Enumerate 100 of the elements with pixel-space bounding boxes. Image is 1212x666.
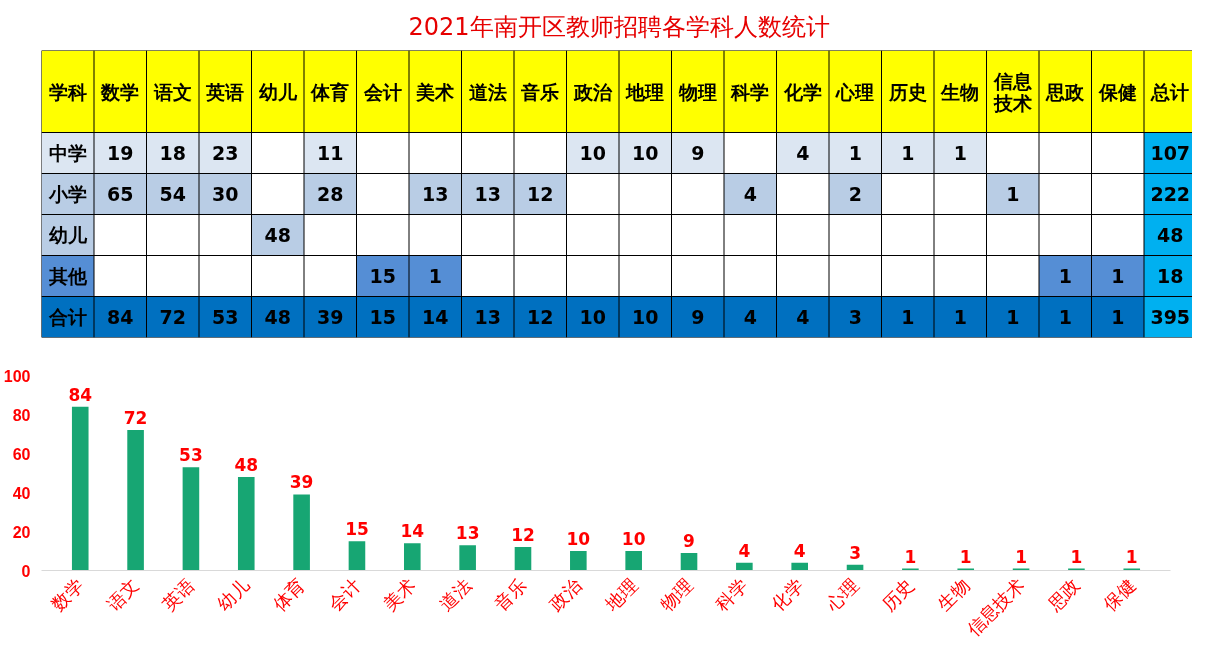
x-tick-label: 体育 bbox=[268, 574, 310, 615]
x-tick-label: 数学 bbox=[100, 80, 140, 103]
data-label: 1 bbox=[1111, 265, 1125, 287]
data-label: 23 bbox=[212, 142, 239, 164]
data-label: 54 bbox=[159, 183, 186, 205]
x-tick-label: 音乐 bbox=[490, 574, 531, 615]
data-label: 10 bbox=[579, 142, 606, 164]
x-tick-label: 会计 bbox=[362, 80, 402, 103]
data-label: 1 bbox=[1006, 183, 1020, 205]
data-label: 10 bbox=[566, 529, 591, 549]
y-tick-label: 40 bbox=[12, 484, 31, 502]
x-tick-label: 美术 bbox=[415, 80, 455, 103]
x-tick-label: 幼儿 bbox=[258, 80, 298, 103]
data-label: 18 bbox=[159, 142, 186, 164]
data-label: 13 bbox=[474, 306, 501, 328]
x-tick-label: 数学 bbox=[47, 574, 88, 615]
x-tick-label: 道法 bbox=[434, 574, 476, 615]
x-tick-label: 政治 bbox=[572, 80, 613, 103]
data-label: 4 bbox=[796, 142, 810, 164]
x-tick-label: 化学 bbox=[766, 574, 808, 615]
y-tick-label: 小学 bbox=[47, 183, 87, 205]
data-label: 4 bbox=[793, 540, 806, 561]
y-tick-label: 100 bbox=[3, 367, 31, 385]
data-label: 39 bbox=[289, 472, 314, 493]
x-tick-label: 心理 bbox=[835, 80, 875, 103]
data-label: 4 bbox=[738, 540, 751, 561]
data-label: 39 bbox=[317, 306, 344, 328]
x-tick-label: 思政 bbox=[1042, 574, 1084, 616]
chart-title: 2021年南开区教师招聘各学科人数统计 bbox=[408, 12, 830, 41]
data-label: 1 bbox=[1125, 546, 1138, 567]
data-label: 1 bbox=[953, 142, 967, 164]
data-label: 1 bbox=[901, 142, 915, 164]
data-label: 4 bbox=[796, 306, 810, 328]
data-label: 84 bbox=[107, 306, 134, 328]
x-tick-label: 化学 bbox=[782, 80, 822, 103]
x-tick-label: 历史 bbox=[877, 574, 918, 615]
x-tick-label: 物理 bbox=[656, 574, 697, 615]
data-label: 13 bbox=[455, 523, 480, 544]
y-tick-label: 0 bbox=[21, 562, 31, 580]
x-tick-label: 保健 bbox=[1097, 80, 1137, 103]
x-tick-label: 政治 bbox=[545, 574, 586, 615]
data-label: 19 bbox=[107, 142, 134, 164]
data-label: 30 bbox=[212, 183, 239, 205]
data-label: 72 bbox=[159, 306, 186, 328]
data-label: 1 bbox=[1111, 306, 1125, 328]
data-label: 14 bbox=[422, 306, 449, 328]
x-tick-label: 体育 bbox=[310, 80, 350, 103]
data-label: 13 bbox=[422, 183, 449, 205]
data-label: 11 bbox=[317, 142, 344, 164]
x-tick-label: 美术 bbox=[379, 574, 420, 615]
x-tick-label: 语文 bbox=[152, 80, 192, 103]
data-label: 18 bbox=[1157, 265, 1184, 287]
data-label: 48 bbox=[1157, 224, 1184, 246]
data-label: 84 bbox=[68, 384, 93, 405]
x-tick-label: 音乐 bbox=[520, 80, 560, 103]
y-tick-label: 其他 bbox=[47, 265, 88, 287]
data-label: 2 bbox=[848, 183, 862, 205]
data-label: 12 bbox=[511, 525, 535, 546]
data-label: 10 bbox=[632, 142, 659, 164]
data-label: 1 bbox=[848, 142, 862, 164]
x-tick-label: 幼儿 bbox=[213, 574, 254, 615]
data-label: 4 bbox=[743, 306, 757, 328]
x-tick-label: 物理 bbox=[677, 80, 717, 103]
data-label: 395 bbox=[1150, 306, 1191, 328]
y-tick-label: 合计 bbox=[47, 306, 87, 328]
x-tick-label: 生物 bbox=[940, 80, 980, 103]
x-tick-label: 科学 bbox=[711, 574, 752, 615]
data-label: 222 bbox=[1150, 183, 1191, 205]
x-tick-label: 会计 bbox=[324, 574, 365, 615]
data-label: 4 bbox=[743, 183, 757, 205]
x-tick-label: 科学 bbox=[730, 80, 770, 103]
x-tick-label: 英语 bbox=[158, 574, 199, 615]
data-label: 65 bbox=[107, 183, 134, 205]
data-label: 1 bbox=[901, 306, 915, 328]
data-label: 14 bbox=[400, 521, 425, 542]
data-label: 12 bbox=[527, 183, 554, 205]
x-tick-label: 历史 bbox=[887, 80, 927, 103]
data-label: 1 bbox=[904, 546, 917, 567]
data-label: 48 bbox=[264, 306, 291, 328]
data-label: 48 bbox=[234, 454, 259, 475]
data-label: 1 bbox=[953, 306, 967, 328]
x-tick-label: 语文 bbox=[102, 574, 144, 615]
x-tick-label: 保健 bbox=[1098, 574, 1140, 615]
x-tick-label: 道法 bbox=[468, 80, 507, 103]
data-label: 15 bbox=[369, 265, 396, 287]
data-label: 1 bbox=[1058, 265, 1072, 287]
y-axis-title: 学科 bbox=[48, 80, 87, 103]
data-label: 28 bbox=[317, 183, 344, 205]
data-label: 53 bbox=[179, 445, 203, 466]
data-label: 53 bbox=[212, 306, 239, 328]
x-tick-label: 心理 bbox=[821, 574, 863, 616]
x-tick-label: 生物 bbox=[932, 574, 974, 615]
data-label: 12 bbox=[527, 306, 554, 328]
x-tick-label: 地理 bbox=[600, 574, 642, 616]
data-label: 10 bbox=[621, 529, 646, 549]
data-label: 1 bbox=[1070, 546, 1083, 567]
data-label: 48 bbox=[264, 224, 291, 246]
data-label: 1 bbox=[428, 265, 442, 287]
data-label: 3 bbox=[849, 542, 861, 563]
y-tick-label: 中学 bbox=[48, 142, 87, 164]
